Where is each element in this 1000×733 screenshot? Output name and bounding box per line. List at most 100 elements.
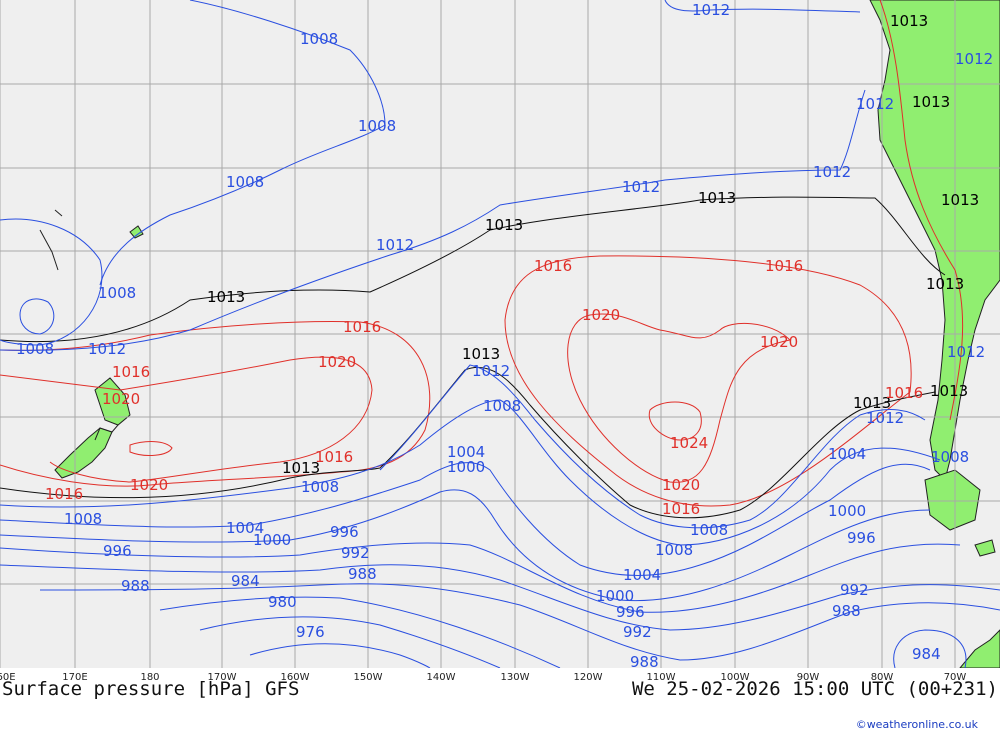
isobar-1016-west <box>0 321 431 487</box>
isobar-label: 1013 <box>930 382 968 400</box>
coastlines <box>39 209 119 441</box>
isobar-1020-small <box>129 441 173 456</box>
isobar-1016-chile <box>879 0 964 421</box>
isobar-label: 1008 <box>358 117 396 135</box>
isobar-1012-east-ridge <box>379 364 926 529</box>
lon-tick-label: 60E <box>0 672 16 683</box>
isobar-1012-top <box>664 0 861 13</box>
isobar-1000 <box>0 489 931 602</box>
lon-tick-label: 170W <box>207 672 237 683</box>
isobar-label: 1004 <box>828 445 866 463</box>
isobar-984 <box>159 596 561 668</box>
isobar-980 <box>199 616 501 668</box>
isobar-label: 984 <box>231 572 260 590</box>
isobar-label: 988 <box>630 653 659 668</box>
isobar-976 <box>249 643 431 668</box>
isobar-label: 996 <box>616 603 645 621</box>
isobar-label: 1012 <box>376 236 414 254</box>
new-zealand-south-land <box>54 427 113 479</box>
pressure-map: 1008 1008 1008 1008 1008 1008 1008 1008 … <box>0 0 1000 668</box>
isobar-label: 1013 <box>853 394 891 412</box>
isobar-label: 992 <box>341 544 370 562</box>
map-footer: 60E 170E 180 170W 160W 150W 140W 130W 12… <box>0 668 1000 733</box>
isobar-label: 1000 <box>447 458 485 476</box>
isobar-1008-trough <box>0 399 941 546</box>
isobar-996 <box>0 542 961 613</box>
isobar-label: 1013 <box>462 345 500 363</box>
isobar-1020-west <box>0 356 373 483</box>
lon-tick-label: 180 <box>140 672 160 683</box>
lon-tick-label: 120W <box>573 672 603 683</box>
isobar-label: 1024 <box>670 434 708 452</box>
isobar-label: 1013 <box>912 93 950 111</box>
isobar-label: 1020 <box>582 306 620 324</box>
isobar-label: 1012 <box>866 409 904 427</box>
isobar-label: 1004 <box>447 443 485 461</box>
isobar-label: 1000 <box>253 531 291 549</box>
isobar-label: 1008 <box>931 448 969 466</box>
isobar-label: 1012 <box>856 95 894 113</box>
isobar-label: 1012 <box>955 50 993 68</box>
isobar-label: 1020 <box>130 476 168 494</box>
lon-tick-label: 80W <box>870 672 894 683</box>
credit-link[interactable]: ©weatheronline.co.uk <box>855 718 978 731</box>
isobar-label: 1008 <box>690 521 728 539</box>
isobar-label: 988 <box>348 565 377 583</box>
isobar-label: 1000 <box>596 587 634 605</box>
lon-tick-label: 140W <box>426 672 456 683</box>
isobar-label: 1013 <box>485 216 523 234</box>
isobars-low <box>0 0 1000 668</box>
isobar-1008-north <box>99 0 386 286</box>
isobar-1013-south <box>0 366 936 519</box>
isobar-label: 1020 <box>102 390 140 408</box>
isobar-label: 1008 <box>300 30 338 48</box>
isobar-label: 1012 <box>88 340 126 358</box>
lon-tick-label: 70W <box>943 672 967 683</box>
isobar-1012-north <box>0 89 866 351</box>
isobar-label: 1013 <box>926 275 964 293</box>
isobar-label: 1013 <box>207 288 245 306</box>
isobar-label: 984 <box>912 645 941 663</box>
isobar-label: 1008 <box>655 541 693 559</box>
isobar-label: 1013 <box>941 191 979 209</box>
isobar-label: 980 <box>268 593 297 611</box>
isobar-label: 1016 <box>45 485 83 503</box>
lon-tick-label: 160W <box>280 672 310 683</box>
isobar-1004 <box>0 462 931 576</box>
isobar-label: 1016 <box>885 384 923 402</box>
isobar-label: 1004 <box>226 519 264 537</box>
isobar-label: 1020 <box>760 333 798 351</box>
new-zealand-north-land <box>94 377 131 426</box>
isobar-label: 992 <box>840 581 869 599</box>
isobar-label: 1020 <box>662 476 700 494</box>
isobar-1024-east <box>648 401 702 441</box>
lon-tick-label: 110W <box>646 672 676 683</box>
isobar-label: 1016 <box>534 257 572 275</box>
isobar-992 <box>0 564 1000 631</box>
isobar-label: 992 <box>623 623 652 641</box>
isobar-label: 1016 <box>765 257 803 275</box>
isobar-label: 1008 <box>98 284 136 302</box>
isobar-label: 988 <box>121 577 150 595</box>
isobar-label: 1012 <box>692 1 730 19</box>
valid-time: We 25-02-2026 15:00 UTC (00+231) <box>631 678 998 700</box>
isobar-label: 1008 <box>301 478 339 496</box>
isobar-label: 1016 <box>112 363 150 381</box>
isobar-label: 996 <box>330 523 359 541</box>
isobar-1013-north <box>0 196 946 343</box>
isobar-label: 1008 <box>226 173 264 191</box>
isobar-label: 1016 <box>662 500 700 518</box>
isobar-label: 1012 <box>947 343 985 361</box>
isobar-label: 1000 <box>828 502 866 520</box>
lon-tick-label: 150W <box>353 672 383 683</box>
isobar-label: 1004 <box>623 566 661 584</box>
isobar-label: 1013 <box>698 189 736 207</box>
isobar-label: 1013 <box>890 12 928 30</box>
lon-tick-label: 100W <box>720 672 750 683</box>
isobar-1020-east <box>567 313 792 483</box>
isobar-label: 976 <box>296 623 325 641</box>
isobar-label: 1012 <box>622 178 660 196</box>
isobar-label: 1016 <box>315 448 353 466</box>
isobar-1008-low-circle <box>19 298 55 335</box>
lon-tick-label: 90W <box>796 672 820 683</box>
